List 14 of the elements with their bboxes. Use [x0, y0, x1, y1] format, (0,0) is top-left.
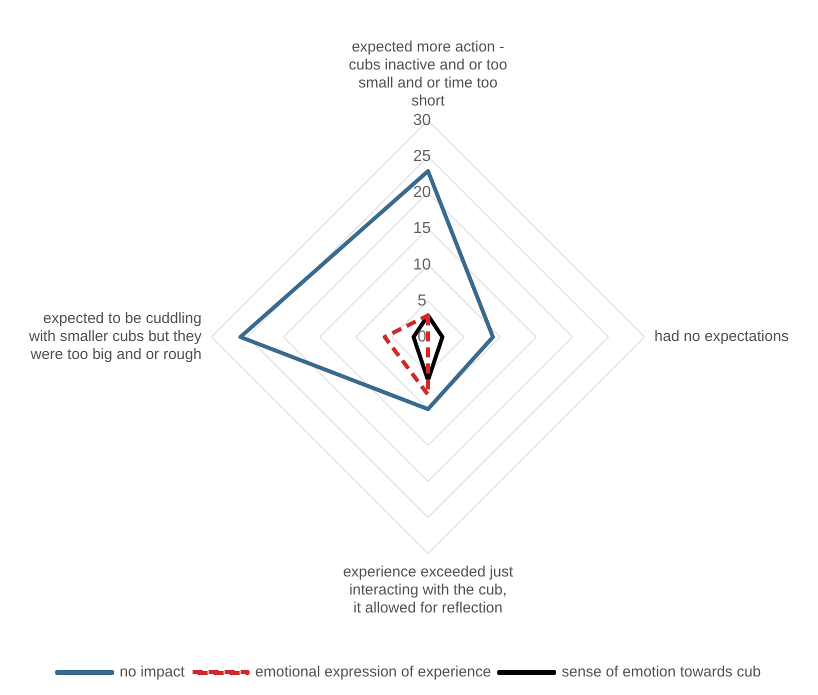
y-tick-label: 10: [413, 256, 431, 274]
y-tick-label: 30: [413, 112, 431, 129]
spoke-label: expected more action - cubs inactive and or too small and or time too short: [348, 38, 508, 110]
legend-label: no impact: [120, 664, 186, 681]
spoke-label: had no expectations: [654, 328, 789, 346]
y-tick-label: 0: [418, 328, 427, 346]
spoke-label: experience exceeded just interacting with the cub, it allowed for reflection: [342, 564, 514, 617]
y-tick-label: 25: [413, 148, 431, 166]
y-tick-label: 20: [413, 184, 431, 202]
legend-label: emotional expression of experience: [255, 664, 492, 681]
legend-label: sense of emotion towards cub: [562, 664, 761, 681]
y-tick-label: 5: [418, 292, 427, 310]
spoke-label: expected to be cuddling with smaller cubs but they were too big and or rough: [28, 310, 202, 364]
y-tick-label: 15: [413, 220, 431, 238]
